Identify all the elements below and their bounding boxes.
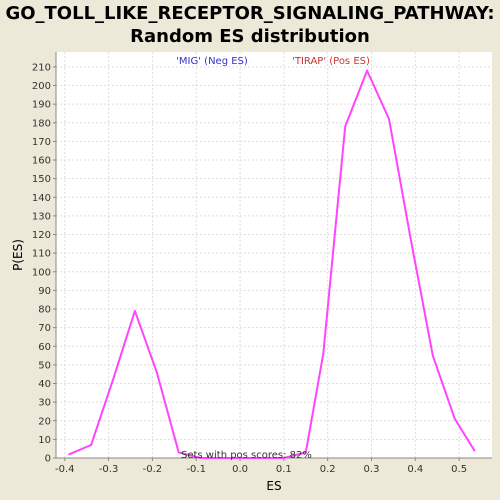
x-tick-label: -0.2 — [143, 464, 163, 475]
y-tick-label: 30 — [38, 398, 51, 409]
y-tick-label: 140 — [32, 193, 51, 204]
y-tick-label: 190 — [32, 100, 51, 111]
data-point — [388, 118, 390, 120]
y-tick-label: 60 — [38, 342, 51, 353]
y-tick-label: 150 — [32, 174, 51, 185]
data-point — [68, 453, 70, 455]
y-tick-label: 110 — [32, 249, 51, 260]
y-tick-label: 130 — [32, 211, 51, 222]
plot-area — [56, 52, 492, 458]
x-tick-label: 0.4 — [407, 464, 423, 475]
legend-pos-es: 'TIRAP' (Pos ES) — [292, 56, 370, 67]
y-axis-label: P(ES) — [11, 239, 25, 271]
data-point — [432, 355, 434, 357]
x-axis-label: ES — [266, 479, 281, 493]
x-tick-label: -0.1 — [186, 464, 206, 475]
y-tick-label: 20 — [38, 416, 51, 427]
y-tick-label: 70 — [38, 323, 51, 334]
data-point — [474, 450, 476, 452]
y-tick-label: 10 — [38, 435, 51, 446]
data-point — [344, 126, 346, 128]
data-point — [112, 379, 114, 381]
x-tick-label: 0.1 — [276, 464, 292, 475]
y-tick-label: 80 — [38, 305, 51, 316]
y-tick-label: 210 — [32, 62, 51, 73]
y-tick-label: 40 — [38, 379, 51, 390]
y-tick-label: 160 — [32, 156, 51, 167]
y-tick-label: 90 — [38, 286, 51, 297]
data-point — [366, 70, 368, 72]
x-tick-label: -0.4 — [55, 464, 75, 475]
data-point — [90, 444, 92, 446]
data-point — [156, 371, 158, 373]
x-tick-label: 0.2 — [320, 464, 336, 475]
data-point — [322, 353, 324, 355]
y-tick-label: 200 — [32, 81, 51, 92]
data-point — [454, 418, 456, 420]
x-tick-label: 0.5 — [451, 464, 467, 475]
y-tick-label: 120 — [32, 230, 51, 241]
legend-neg-es: 'MIG' (Neg ES) — [176, 56, 248, 67]
y-tick-label: 50 — [38, 360, 51, 371]
y-tick-label: 100 — [32, 267, 51, 278]
data-point — [410, 239, 412, 241]
x-tick-label: 0.0 — [232, 464, 248, 475]
pos-scores-annotation: Sets with pos scores: 82% — [181, 450, 312, 461]
data-point — [134, 310, 136, 312]
x-tick-label: 0.3 — [364, 464, 380, 475]
data-point — [178, 452, 180, 454]
y-tick-label: 0 — [45, 454, 51, 465]
x-tick-label: -0.3 — [99, 464, 119, 475]
y-tick-label: 170 — [32, 137, 51, 148]
y-tick-label: 180 — [32, 118, 51, 129]
